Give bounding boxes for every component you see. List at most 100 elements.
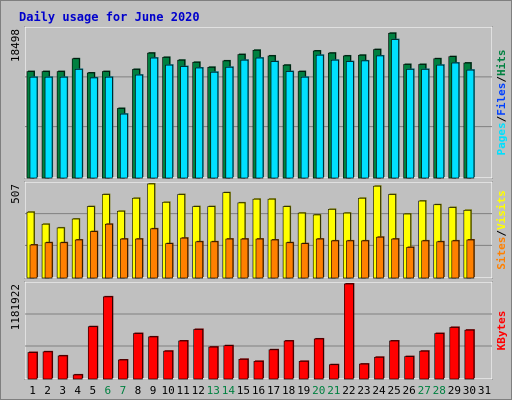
day-label-29: 29: [448, 384, 461, 397]
bar-pages-day-20: [315, 54, 324, 179]
bar-pages-day-3: [59, 76, 68, 179]
bar-sites-day-8: [135, 238, 143, 279]
day-label-16: 16: [252, 384, 265, 397]
bar-kbytes-day-6: [103, 296, 113, 380]
day-label-4: 4: [74, 384, 81, 397]
bar-kbytes-day-21: [328, 364, 339, 380]
bar-pages-day-16: [255, 57, 264, 179]
day-label-28: 28: [433, 384, 446, 397]
bar-sites-day-5: [89, 231, 98, 279]
bar-kbytes-day-14: [223, 345, 234, 380]
panel-visits-sites-ymax-label: 507: [9, 184, 22, 204]
day-label-5: 5: [89, 384, 96, 397]
bar-kbytes-day-3: [57, 355, 68, 380]
bar-sites-day-1: [29, 244, 38, 279]
bar-kbytes-day-20: [313, 338, 324, 380]
bar-pages-day-11: [180, 66, 188, 179]
day-label-6: 6: [105, 384, 112, 397]
bar-kbytes-day-16: [253, 361, 264, 380]
bar-pages-day-5: [89, 77, 98, 179]
bar-sites-day-13: [210, 241, 219, 279]
bar-pages-day-19: [300, 76, 309, 179]
bar-sites-day-23: [361, 240, 369, 279]
bar-kbytes-day-19: [298, 361, 309, 380]
bar-sites-day-14: [225, 238, 234, 279]
day-label-23: 23: [357, 384, 370, 397]
bar-pages-day-24: [376, 55, 384, 179]
bar-sites-day-9: [150, 228, 158, 279]
day-label-1: 1: [29, 384, 36, 397]
day-label-17: 17: [267, 384, 280, 397]
side-label-part: Visits: [495, 190, 508, 230]
panel-hits-files-pages-side-label: Pages/Files/Hits: [495, 50, 508, 156]
day-label-25: 25: [387, 384, 400, 397]
bar-sites-day-15: [240, 238, 249, 279]
side-label-part: Hits: [495, 50, 508, 77]
day-label-3: 3: [59, 384, 66, 397]
bar-pages-day-6: [105, 76, 113, 179]
day-label-13: 13: [207, 384, 220, 397]
bar-pages-day-4: [74, 69, 83, 179]
bar-pages-day-30: [466, 69, 475, 179]
side-label-part: KBytes: [495, 311, 508, 351]
bar-pages-day-15: [240, 59, 249, 179]
day-label-26: 26: [403, 384, 416, 397]
bar-kbytes-day-29: [449, 327, 460, 380]
panel-visits-sites-side-label: Sites/Visits: [495, 190, 508, 270]
bar-kbytes-day-22: [344, 283, 354, 380]
side-label-part: Pages: [495, 122, 508, 155]
bar-sites-day-17: [270, 239, 279, 279]
bar-pages-day-9: [150, 57, 158, 179]
day-label-11: 11: [177, 384, 190, 397]
bar-pages-day-26: [406, 69, 414, 179]
side-label-separator: /: [495, 230, 508, 237]
bar-kbytes-day-8: [133, 333, 143, 380]
bar-pages-day-7: [120, 113, 128, 179]
bar-pages-day-28: [436, 64, 445, 179]
bar-sites-day-3: [59, 242, 68, 279]
day-label-31: 31: [478, 384, 491, 397]
bar-kbytes-day-12: [193, 329, 204, 380]
side-label-separator: /: [495, 115, 508, 122]
bar-kbytes-day-17: [268, 349, 279, 380]
bar-sites-day-19: [300, 243, 309, 279]
bar-kbytes-day-10: [163, 350, 173, 380]
bar-kbytes-day-7: [118, 359, 128, 380]
bar-sites-day-30: [466, 239, 475, 279]
bar-sites-day-20: [315, 238, 324, 279]
bar-sites-day-21: [330, 240, 339, 279]
day-label-27: 27: [418, 384, 431, 397]
side-label-separator: /: [495, 76, 508, 83]
day-label-9: 9: [150, 384, 157, 397]
bar-pages-day-1: [29, 76, 38, 179]
bar-pages-day-2: [44, 76, 53, 179]
day-label-12: 12: [192, 384, 205, 397]
day-label-18: 18: [282, 384, 295, 397]
bar-kbytes-day-15: [238, 359, 249, 380]
bar-kbytes-day-23: [359, 363, 369, 380]
bar-sites-day-4: [74, 239, 83, 279]
bar-kbytes-day-9: [148, 336, 158, 380]
bar-kbytes-day-26: [404, 356, 414, 380]
bar-pages-day-14: [225, 67, 234, 179]
bar-kbytes-day-18: [283, 340, 294, 380]
bar-kbytes-day-27: [419, 350, 429, 380]
bar-kbytes-day-11: [178, 340, 188, 380]
bar-sites-day-6: [105, 223, 113, 279]
bar-kbytes-day-2: [42, 351, 53, 380]
day-label-14: 14: [222, 384, 236, 397]
day-label-8: 8: [135, 384, 142, 397]
side-label-part: Sites: [495, 237, 508, 270]
bar-sites-day-2: [44, 242, 53, 279]
panel-kbytes-ymax-label: 1181922: [9, 284, 22, 330]
bar-sites-day-11: [180, 237, 188, 279]
bar-sites-day-18: [285, 242, 294, 279]
bar-kbytes-day-1: [27, 352, 38, 380]
day-label-19: 19: [297, 384, 310, 397]
bar-pages-day-10: [165, 64, 173, 179]
day-label-20: 20: [312, 384, 325, 397]
day-label-21: 21: [327, 384, 340, 397]
bar-sites-day-16: [255, 238, 264, 279]
chart-panels: 18498Pages/Files/Hits507Sites/Visits1181…: [9, 26, 508, 397]
